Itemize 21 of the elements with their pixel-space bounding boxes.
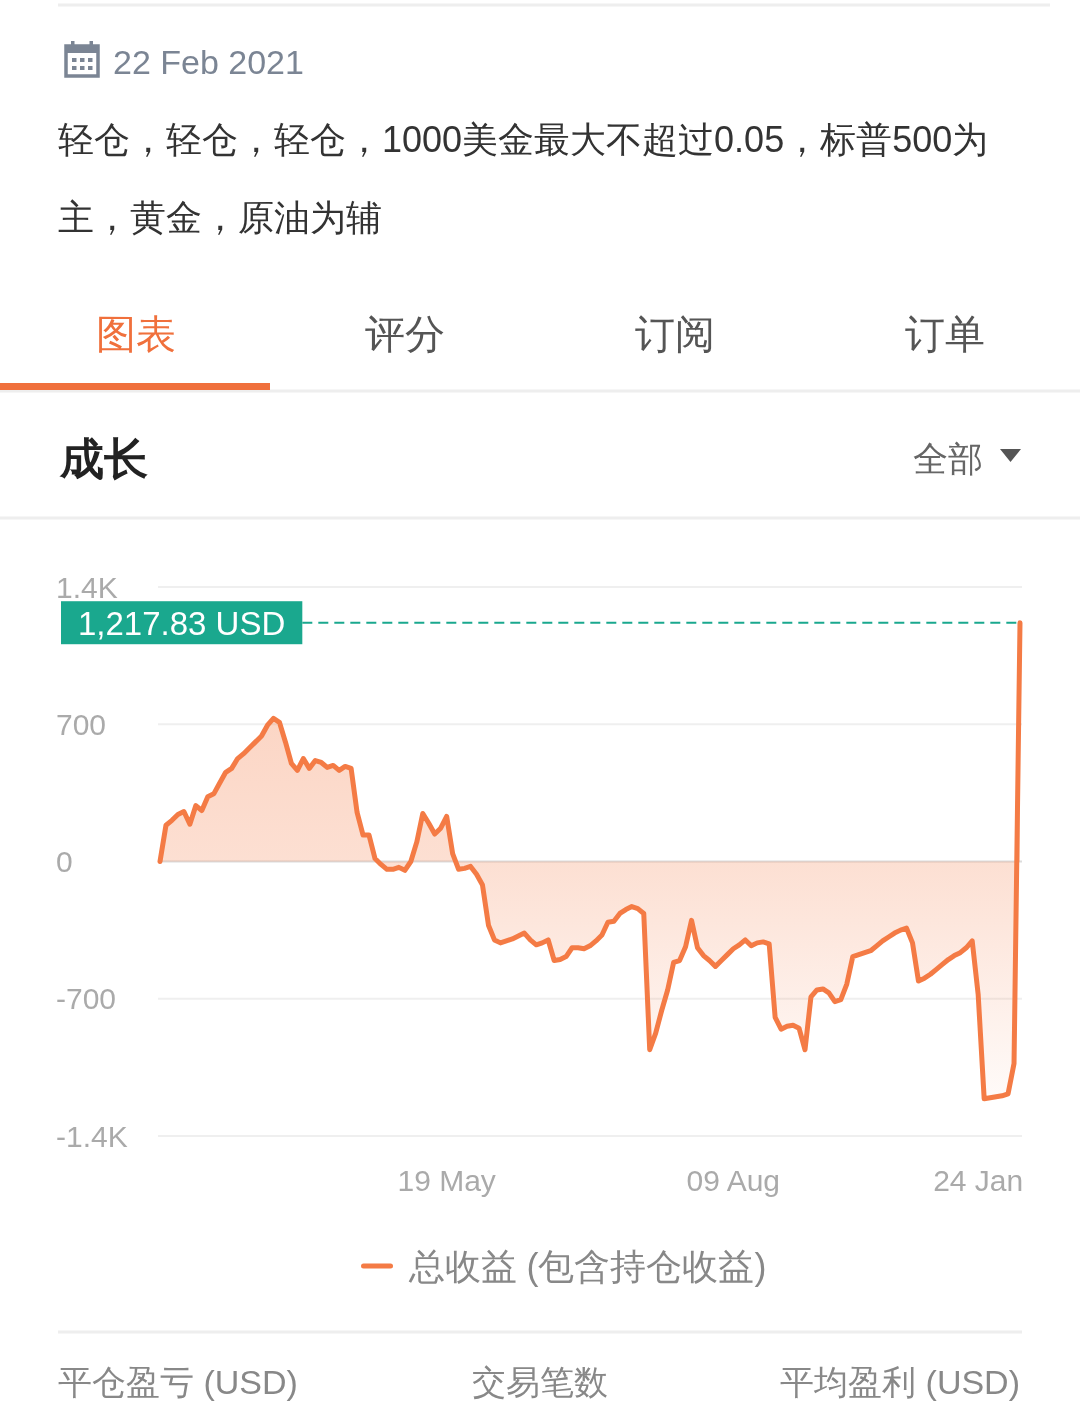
annotation: 订单 [905, 312, 985, 356]
annotation: 轻仓，轻仓，轻仓，1000美金最大不超过0.05，标普500为主，黄金，原油为辅 [58, 118, 990, 240]
annotation: 22 Feb 2021 [113, 43, 304, 81]
annotation: 评分 [365, 312, 445, 356]
annotation: 全部 [913, 438, 983, 478]
y-tick-label: 0 [56, 845, 73, 878]
y-tick-label: 700 [56, 707, 107, 741]
y-tick-label: -1.4K [56, 1119, 128, 1153]
annotation: 平仓盈亏 (USD) [58, 1363, 298, 1401]
annotation: 平均盈利 (USD) [780, 1363, 1020, 1401]
annotation: 交易笔数 [472, 1363, 608, 1401]
x-tick-label: 09 Aug [686, 1163, 781, 1197]
y-tick-label: 1.4K [56, 570, 118, 604]
y-tick-label: -700 [56, 982, 117, 1016]
ref-line-label: 1,217.83 USD [78, 605, 286, 643]
annotation: 图表 [96, 312, 176, 356]
annotation: 订阅 [635, 312, 715, 356]
x-tick-label: 19 May [397, 1163, 496, 1197]
title: 成长 [60, 433, 148, 483]
x-tick-label: 24 Jan [933, 1163, 1024, 1197]
legend: 总收益 (包含持仓收益) [361, 1245, 767, 1287]
